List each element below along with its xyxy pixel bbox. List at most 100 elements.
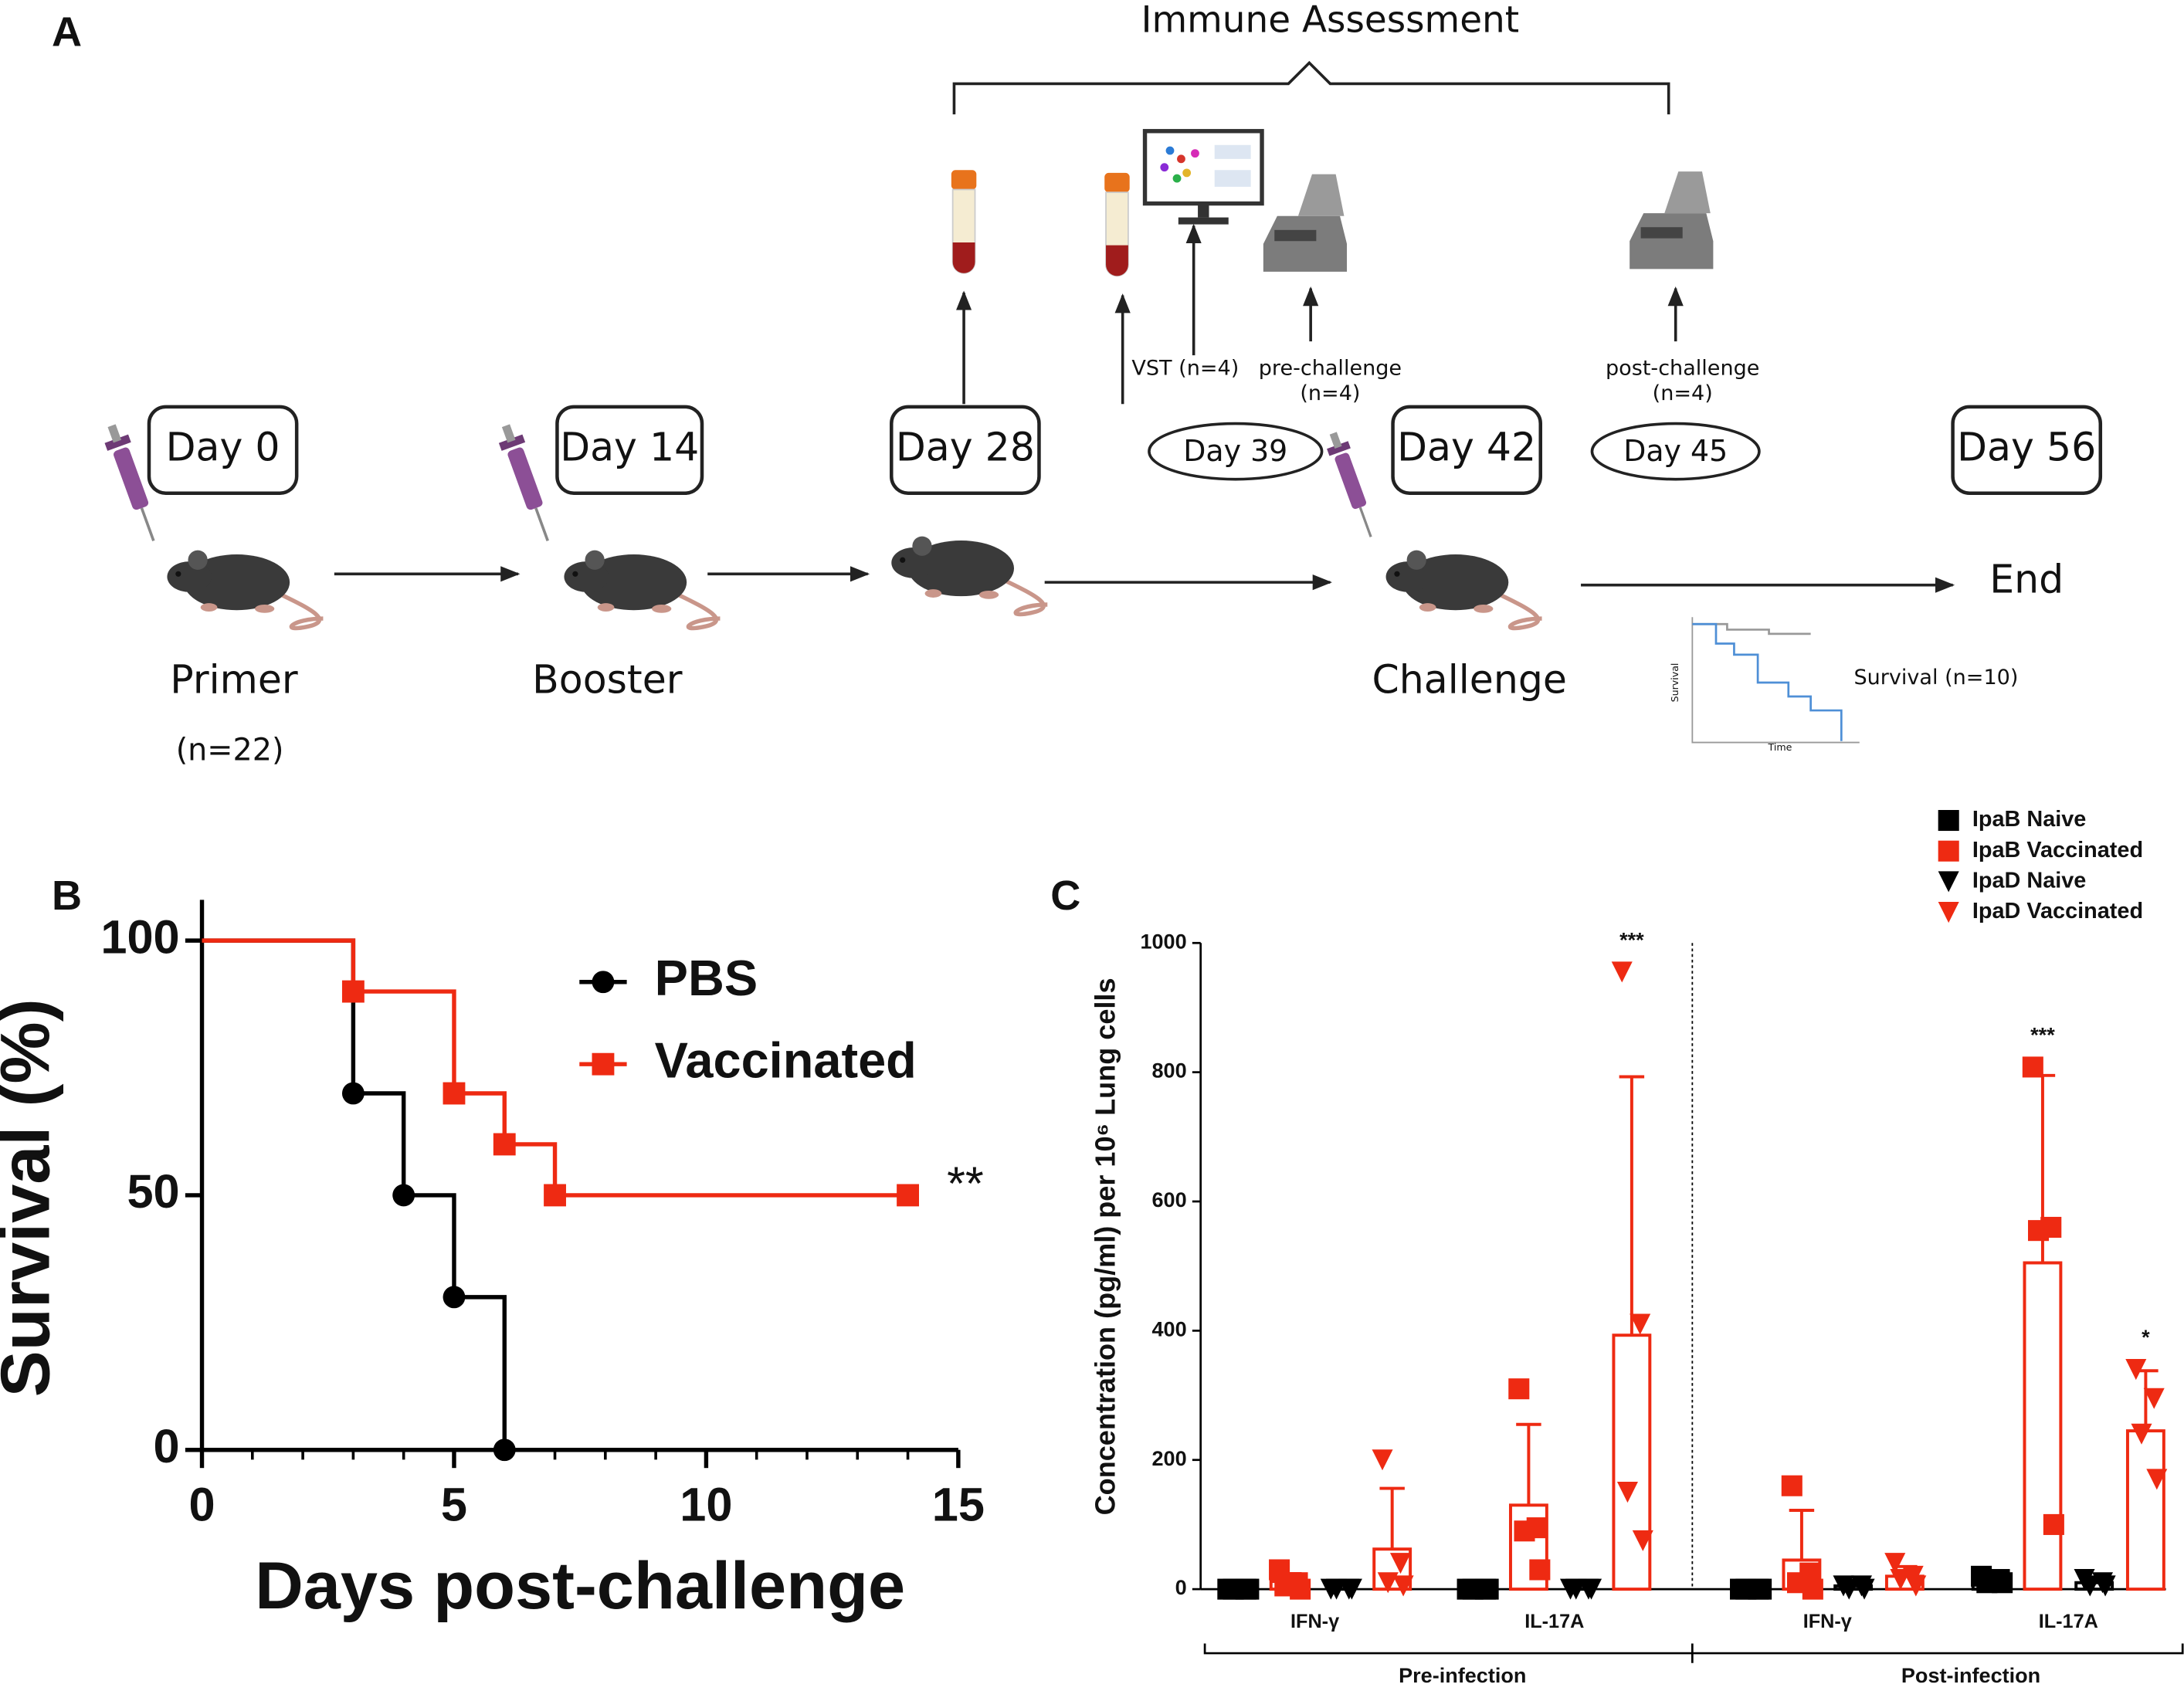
bar <box>1612 1333 1652 1591</box>
data-point <box>1802 1578 1823 1600</box>
legend-label: IpaB Vaccinated <box>1972 838 2143 862</box>
data-point <box>2146 1469 2168 1490</box>
data-point <box>1632 1530 1653 1551</box>
data-point <box>1372 1449 1393 1471</box>
x-tick-label: 5 <box>441 1478 467 1531</box>
x-tick-label: IL-17A <box>1524 1611 1584 1632</box>
y-tick-label: 100 <box>100 910 179 963</box>
day-boxes <box>147 405 2103 495</box>
x-tick-label: 15 <box>932 1478 985 1531</box>
x-tick-label: 0 <box>188 1478 215 1531</box>
timeline-diagram: Immune Assessment Day 0 Day 14 Day 28 Da… <box>98 0 2103 768</box>
error-bar <box>1789 1509 1815 1561</box>
day-label: Day 28 <box>896 424 1035 469</box>
data-point <box>2079 1575 2101 1597</box>
x-tick-label: IFN-γ <box>1803 1611 1852 1632</box>
legend-marker <box>592 971 615 994</box>
assay-label: (n=4) <box>1653 381 1713 405</box>
legend-marker <box>592 1052 615 1076</box>
group-size: (n=22) <box>176 733 284 768</box>
data-point <box>2143 1388 2165 1409</box>
y-axis-label: Concentration (pg/ml) per 10⁶ Lung cells <box>1089 978 1121 1515</box>
x-axis-label: Days post-challenge <box>255 1549 905 1623</box>
syringe-icon <box>1321 428 1383 542</box>
day-label: Day 0 <box>166 424 280 469</box>
legend-label: Vaccinated <box>655 1032 917 1088</box>
marker <box>897 1184 919 1207</box>
y-axis-label: Survival (%) <box>0 998 64 1397</box>
data-point <box>2125 1359 2147 1381</box>
survival-curve <box>202 938 507 1450</box>
panel-label: A <box>52 9 82 56</box>
inset-ylabel: Survival <box>1669 663 1680 703</box>
data-point <box>1630 1313 1651 1335</box>
error-bar <box>1619 1075 1645 1336</box>
inset-label: Survival (n=10) <box>1853 666 2018 690</box>
group-label: Post-infection <box>1901 1664 2040 1687</box>
legend-label: IpaD Naive <box>1972 869 2087 893</box>
y-tick-label: 200 <box>1152 1447 1187 1470</box>
significance: *** <box>1619 928 1644 951</box>
marker <box>392 1184 415 1207</box>
y-tick-label: 800 <box>1152 1059 1187 1083</box>
legend-marker <box>1938 810 1959 832</box>
panel-label: B <box>52 873 82 919</box>
data-point <box>1238 1578 1260 1600</box>
legend-label: IpaB Naive <box>1972 807 2087 832</box>
x-tick-label: 10 <box>680 1478 732 1531</box>
data-point <box>1992 1572 2013 1594</box>
survival-inset: Survival Time <box>1669 617 1860 753</box>
day-label: Day 42 <box>1397 424 1536 469</box>
assay-label: post-challenge <box>1606 357 1759 381</box>
inset-xlabel: Time <box>1768 741 1792 753</box>
significance: ** <box>947 1156 984 1209</box>
bracket <box>952 60 1670 115</box>
error-bar <box>1516 1422 1541 1506</box>
error-bar <box>1379 1486 1405 1550</box>
data-point <box>1616 1482 1638 1503</box>
mouse-icon <box>891 537 1047 615</box>
data-point <box>1751 1578 1772 1600</box>
mouse-icon <box>1386 551 1542 629</box>
syringe-icon <box>492 419 561 547</box>
marker <box>341 1082 365 1105</box>
data-point <box>1838 1578 1860 1600</box>
marker <box>443 1286 466 1309</box>
marker <box>443 1082 466 1105</box>
y-tick-label: 600 <box>1152 1188 1187 1211</box>
y-tick-label: 0 <box>154 1419 180 1472</box>
data-point <box>1326 1578 1348 1600</box>
legend-label: IpaD Vaccinated <box>1972 899 2143 923</box>
data-point <box>1389 1553 1412 1574</box>
blood-tube <box>1104 171 1131 277</box>
data-point <box>1611 961 1633 983</box>
analyzer-icon <box>1263 174 1348 272</box>
data-point <box>1508 1378 1530 1400</box>
data-point <box>2131 1423 2152 1445</box>
significance: * <box>2142 1326 2150 1349</box>
y-tick-label: 0 <box>1175 1576 1187 1599</box>
group-label: Pre-infection <box>1399 1664 1526 1687</box>
panel-label: C <box>1050 873 1080 919</box>
data-point <box>2022 1056 2043 1078</box>
analyzer-icon <box>1630 171 1714 269</box>
data-point <box>1529 1559 1551 1581</box>
marker <box>341 980 365 1003</box>
x-tick-label: IL-17A <box>2039 1611 2098 1632</box>
stage-label: Booster <box>532 656 683 702</box>
mouse-icon <box>167 551 323 629</box>
legend-label: PBS <box>655 950 758 1006</box>
data-point <box>1884 1553 1906 1574</box>
day-label: Day 56 <box>1957 424 2096 469</box>
monitor-icon <box>1142 129 1264 225</box>
day-label: Day 39 <box>1183 434 1287 468</box>
mouse-icon <box>564 551 720 629</box>
data-point <box>1514 1520 1535 1542</box>
data-point <box>1377 1572 1399 1594</box>
assessment-title: Immune Assessment <box>1141 0 1520 42</box>
data-point <box>1341 1578 1362 1600</box>
data-point <box>1477 1578 1499 1600</box>
data-point <box>1392 1575 1414 1597</box>
bar <box>2125 1429 2165 1591</box>
